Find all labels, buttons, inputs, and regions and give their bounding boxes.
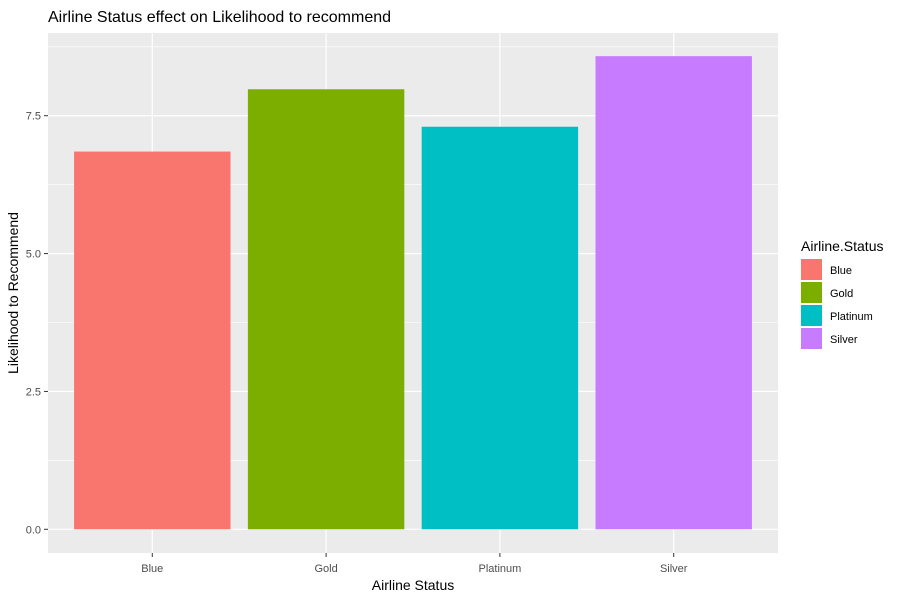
legend-key-blue: [801, 259, 822, 280]
x-tick-label: Silver: [660, 563, 688, 575]
y-axis-ticks: 0.0 2.5 5.0 7.5: [26, 111, 48, 536]
y-tick-label: 5.0: [26, 249, 41, 261]
bars: [74, 56, 752, 530]
legend-label-silver: Silver: [830, 334, 858, 346]
bar-blue: [74, 151, 231, 530]
x-axis-title: Airline Status: [372, 577, 454, 593]
bar-platinum: [421, 126, 579, 530]
legend-key-platinum: [801, 305, 822, 326]
x-tick-label: Platinum: [479, 563, 522, 575]
legend: Airline.Status Blue Gold Platinum Silver: [801, 238, 883, 349]
y-axis-title: Likelihood to Recommend: [5, 212, 21, 374]
legend-label-platinum: Platinum: [830, 311, 873, 323]
legend-key-gold: [801, 282, 822, 303]
legend-label-blue: Blue: [830, 265, 852, 277]
bar-silver: [595, 56, 752, 530]
x-axis-ticks: Blue Gold Platinum Silver: [141, 553, 688, 575]
legend-title: Airline.Status: [801, 238, 883, 254]
chart-title: Airline Status effect on Likelihood to r…: [48, 9, 391, 26]
bar-gold: [247, 89, 405, 530]
legend-key-silver: [801, 328, 822, 349]
x-tick-label: Gold: [314, 563, 337, 575]
y-tick-label: 7.5: [26, 111, 41, 123]
legend-label-gold: Gold: [830, 288, 853, 300]
x-tick-label: Blue: [141, 563, 163, 575]
y-tick-label: 0.0: [26, 524, 41, 536]
y-tick-label: 2.5: [26, 386, 41, 398]
